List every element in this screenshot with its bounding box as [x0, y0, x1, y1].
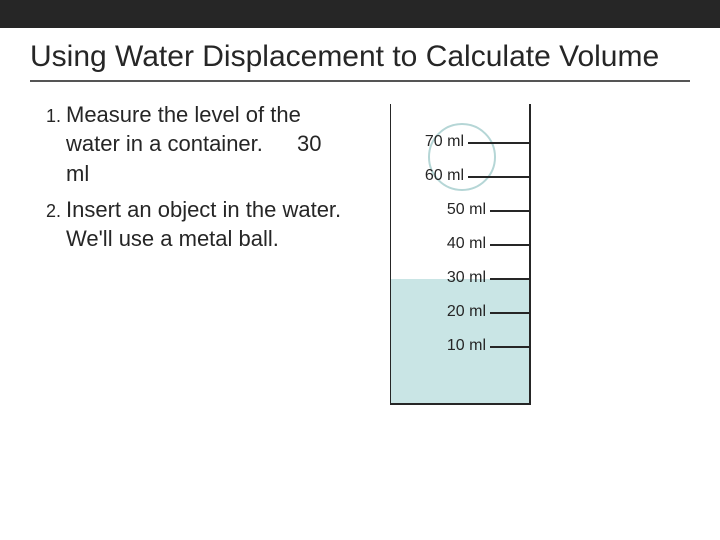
body-row: Measure the level of the water in a cont… — [30, 100, 690, 424]
cylinder-svg — [390, 104, 610, 424]
list-item-text: Insert an object in the water. We'll use… — [66, 197, 341, 252]
tick-label: 10 ml — [447, 337, 486, 355]
tick-label: 50 ml — [447, 201, 486, 219]
list-item: Insert an object in the water. We'll use… — [66, 195, 350, 254]
list-item: Measure the level of the water in a cont… — [66, 100, 350, 189]
tick-label: 40 ml — [447, 235, 486, 253]
list-item-text: Measure the level of the water in a cont… — [66, 102, 301, 157]
cylinder-diagram: 70 ml 60 ml 50 ml 40 ml 30 ml 20 ml 10 ml — [390, 104, 610, 424]
slide-content: Using Water Displacement to Calculate Vo… — [0, 28, 720, 424]
tick-label: 60 ml — [425, 167, 464, 185]
tick-label: 20 ml — [447, 303, 486, 321]
steps-list: Measure the level of the water in a cont… — [30, 100, 350, 260]
page-title: Using Water Displacement to Calculate Vo… — [30, 38, 690, 82]
tick-label: 30 ml — [447, 269, 486, 287]
top-bar — [0, 0, 720, 28]
tick-label: 70 ml — [425, 133, 464, 151]
